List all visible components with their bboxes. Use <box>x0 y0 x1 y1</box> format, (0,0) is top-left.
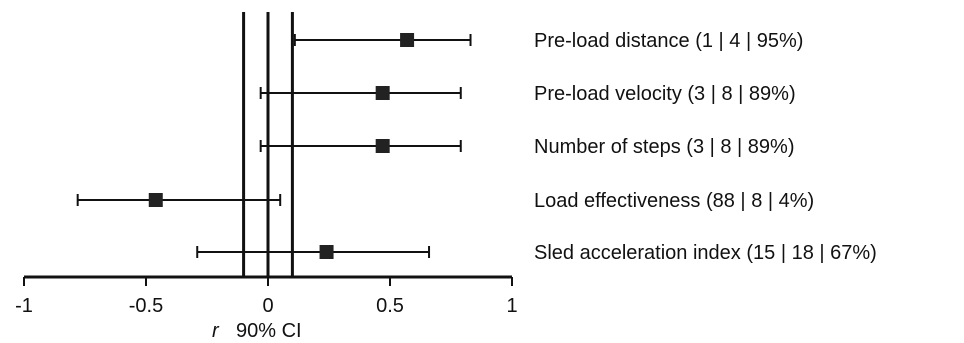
x-tick-label: 0.5 <box>376 295 404 317</box>
row-label: Load effectiveness (88 | 8 | 4%) <box>534 190 814 212</box>
x-tick-label: 0 <box>262 295 273 317</box>
forest-row: Number of steps (3 | 8 | 89%) <box>259 136 795 158</box>
data-rows: Pre-load distance (1 | 4 | 95%) Pre-load … <box>76 30 877 264</box>
point-estimate-marker <box>319 245 334 259</box>
forest-row: Pre-load distance (1 | 4 | 95%) <box>293 30 803 52</box>
row-label: Number of steps (3 | 8 | 89%) <box>534 136 795 158</box>
x-tick-label: -0.5 <box>129 295 163 317</box>
forest-row: Sled acceleration index (15 | 18 | 67%) <box>196 242 877 264</box>
forest-row: Pre-load velocity (3 | 8 | 89%) <box>259 83 796 105</box>
x-tick-label: -1 <box>15 295 33 317</box>
point-estimate-marker <box>375 139 390 153</box>
point-estimate-marker <box>400 33 415 47</box>
forest-row: Load effectiveness (88 | 8 | 4%) <box>76 190 814 212</box>
row-label: Pre-load velocity (3 | 8 | 89%) <box>534 83 796 105</box>
x-tick-label: 1 <box>506 295 517 317</box>
point-estimate-marker <box>375 86 390 100</box>
x-axis: -1 -0.5 0 0.5 1 <box>15 275 518 317</box>
reference-lines <box>242 12 294 277</box>
row-label: Sled acceleration index (15 | 18 | 67%) <box>534 242 877 264</box>
row-label: Pre-load distance (1 | 4 | 95%) <box>534 30 803 52</box>
x-axis-label-text: 90% CI <box>236 320 302 342</box>
point-estimate-marker <box>148 193 163 207</box>
x-axis-label-symbol: r <box>212 320 220 342</box>
